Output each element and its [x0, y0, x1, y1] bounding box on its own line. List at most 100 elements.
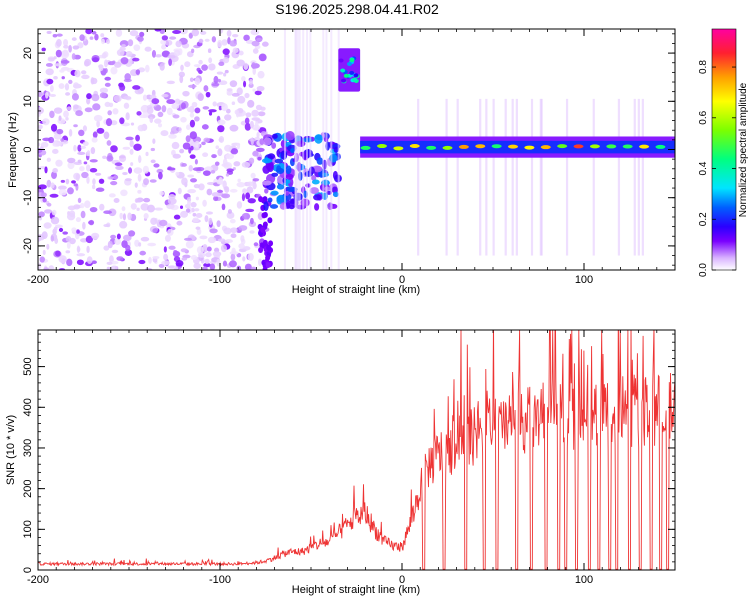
noise-blob	[61, 76, 65, 80]
noise-blob	[209, 263, 216, 270]
noise-blob	[154, 29, 162, 32]
noise-blob	[209, 228, 218, 234]
noise-blob	[173, 49, 181, 57]
noise-blob	[206, 246, 212, 252]
noise-blob	[191, 48, 195, 54]
noise-blob	[180, 64, 184, 71]
noise-blob	[122, 146, 131, 150]
noise-blob	[157, 171, 163, 180]
noise-blob	[121, 44, 126, 48]
noise-blob	[218, 105, 222, 111]
noise-blob	[172, 153, 181, 159]
noise-blob	[168, 245, 176, 250]
noise-blob	[229, 124, 239, 132]
noise-blob	[41, 47, 46, 52]
noise-blob	[116, 256, 124, 261]
noise-blob	[172, 29, 182, 34]
noise-blob	[252, 178, 260, 182]
spectrogram-y-tick-label: 20	[22, 47, 34, 59]
noise-blob	[136, 207, 140, 211]
noise-blob	[168, 58, 172, 66]
noise-blob	[71, 53, 76, 60]
noise-blob	[116, 49, 125, 57]
cluster-blob	[276, 184, 285, 190]
noise-blob	[57, 185, 67, 190]
noise-blob	[217, 78, 221, 83]
noise-blob	[56, 39, 62, 47]
noise-blob	[77, 159, 82, 163]
noise-blob	[259, 138, 265, 146]
noise-blob	[143, 212, 149, 220]
noise-blob	[179, 148, 185, 154]
noise-blob	[229, 80, 238, 88]
noise-blob	[157, 111, 164, 118]
noise-blob	[71, 93, 79, 101]
noise-blob	[207, 48, 212, 54]
edge-blob	[258, 247, 264, 254]
noise-blob	[190, 145, 194, 151]
noise-blob	[199, 235, 208, 240]
noise-blob	[66, 258, 73, 267]
noise-blob	[92, 131, 98, 139]
noise-blob	[229, 40, 238, 47]
cluster-blob	[265, 161, 274, 171]
noise-blob	[166, 228, 174, 236]
noise-blob	[143, 178, 149, 186]
noise-blob	[202, 170, 211, 176]
noise-blob	[136, 111, 142, 116]
patch-blob	[343, 73, 349, 78]
noise-blob	[195, 212, 203, 219]
noise-blob	[95, 187, 105, 192]
noise-blob	[103, 223, 110, 228]
snr-x-tick-label: 100	[575, 574, 593, 586]
noise-blob	[183, 237, 193, 241]
noise-blob	[224, 239, 233, 244]
noise-blob	[68, 129, 73, 137]
noise-blob	[244, 92, 250, 99]
faint-streak	[330, 29, 333, 270]
cluster-blob	[269, 204, 279, 209]
noise-blob	[80, 145, 87, 149]
snr-marks	[38, 330, 675, 570]
noise-blob	[241, 212, 251, 220]
noise-blob	[250, 217, 254, 225]
cluster-blob	[313, 165, 323, 173]
band-streak	[592, 98, 595, 256]
band-hotspot	[508, 144, 519, 149]
spectrogram-y-tick-label: 0	[22, 146, 34, 152]
cluster-blob	[263, 201, 269, 212]
noise-blob	[180, 248, 188, 253]
faint-streak	[309, 29, 312, 270]
noise-blob	[143, 197, 151, 203]
noise-blob	[49, 110, 55, 119]
noise-blob	[41, 231, 48, 240]
colorbar-tick-label: 0.2	[698, 212, 709, 226]
noise-blob	[96, 120, 100, 128]
noise-blob	[142, 94, 148, 101]
noise-blob	[66, 241, 71, 249]
noise-blob	[124, 73, 131, 81]
band-hotspot	[655, 144, 666, 149]
noise-blob	[104, 76, 112, 81]
noise-blob	[54, 224, 63, 229]
noise-blob	[68, 45, 72, 53]
noise-blob	[81, 74, 90, 80]
noise-blob	[130, 122, 135, 126]
noise-blob	[185, 208, 191, 213]
faint-streak	[296, 29, 299, 270]
band-streak	[485, 98, 488, 256]
noise-blob	[66, 106, 72, 111]
noise-blob	[55, 49, 62, 58]
noise-blob	[221, 193, 231, 199]
noise-blob	[46, 157, 51, 163]
noise-blob	[202, 106, 210, 110]
noise-blob	[38, 184, 47, 190]
noise-blob	[194, 140, 200, 149]
noise-blob	[58, 227, 64, 233]
noise-blob	[237, 178, 241, 183]
noise-blob	[68, 79, 73, 84]
noise-blob	[237, 95, 246, 104]
noise-blob	[170, 126, 180, 134]
noise-blob	[224, 144, 232, 152]
band-streak	[511, 98, 514, 256]
